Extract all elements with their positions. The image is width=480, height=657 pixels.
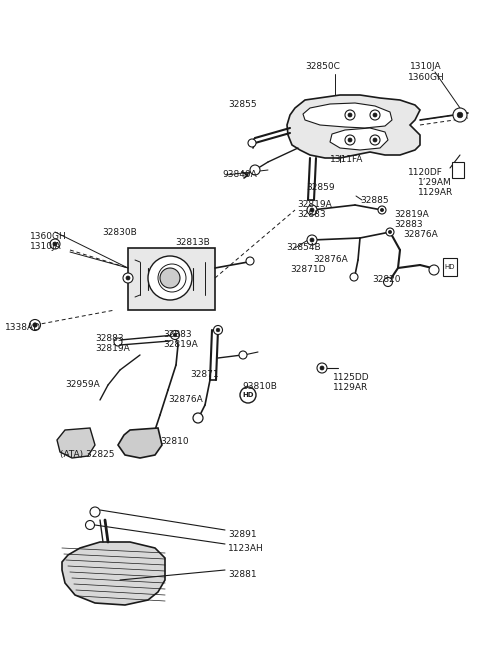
Text: 32891: 32891 [228,530,257,539]
Text: 32876A: 32876A [168,395,203,404]
Circle shape [214,325,223,334]
Circle shape [173,333,177,337]
Circle shape [160,268,180,288]
FancyBboxPatch shape [452,162,464,178]
Circle shape [158,264,186,292]
Circle shape [240,387,256,403]
Text: 32959A: 32959A [65,380,100,389]
Text: 32859: 32859 [306,183,335,192]
Polygon shape [57,428,95,458]
Circle shape [53,242,57,246]
Text: 1311FA: 1311FA [330,155,363,164]
Circle shape [429,265,439,275]
Text: 1338AD: 1338AD [5,323,41,332]
Polygon shape [287,95,420,158]
Text: 1310JA: 1310JA [30,242,61,251]
Text: 32871: 32871 [190,370,218,379]
Text: 1360GH: 1360GH [408,73,445,82]
Circle shape [123,273,133,283]
Circle shape [345,135,355,145]
Circle shape [453,108,467,122]
Circle shape [29,319,40,330]
Text: 32819A: 32819A [297,200,332,209]
Text: 1120DF: 1120DF [408,168,443,177]
Text: 93840A: 93840A [222,170,257,179]
Text: 93810B: 93810B [242,382,277,391]
Text: 32819A: 32819A [163,340,198,349]
Circle shape [457,112,463,118]
Text: 32810: 32810 [160,437,189,446]
Circle shape [348,113,352,117]
Text: 32813B: 32813B [175,238,210,247]
Circle shape [246,257,254,265]
Text: 1123AH: 1123AH [228,544,264,553]
Circle shape [216,328,220,332]
Text: HD: HD [242,392,254,398]
Circle shape [370,110,380,120]
Circle shape [239,351,247,359]
Circle shape [114,338,122,346]
Text: 32819A: 32819A [95,344,130,353]
Text: 32876A: 32876A [313,255,348,264]
Circle shape [50,239,60,249]
Text: 1310JA: 1310JA [410,62,442,71]
Circle shape [384,277,393,286]
Polygon shape [62,542,165,605]
Text: 1129AR: 1129AR [333,383,368,392]
Circle shape [170,330,180,340]
Circle shape [348,138,352,142]
Text: 32883: 32883 [163,330,192,339]
Text: 1360GH: 1360GH [30,232,67,241]
Circle shape [345,110,355,120]
Circle shape [307,235,317,245]
Circle shape [378,206,386,214]
FancyBboxPatch shape [443,258,457,276]
Text: 32850C: 32850C [305,62,340,71]
Circle shape [373,113,377,117]
Text: 32820: 32820 [372,275,400,284]
Text: 32876A: 32876A [403,230,438,239]
Circle shape [148,256,192,300]
Polygon shape [303,103,392,128]
Text: HD: HD [445,264,455,270]
Text: 32855: 32855 [228,100,257,109]
Text: 1125DD: 1125DD [333,373,370,382]
Circle shape [380,208,384,212]
Text: 1’29AM: 1’29AM [418,178,452,187]
Circle shape [310,208,314,212]
Polygon shape [118,428,162,458]
Circle shape [85,520,95,530]
Circle shape [386,228,394,236]
Text: 32883: 32883 [95,334,124,343]
Circle shape [193,413,203,423]
Text: 32854B: 32854B [286,243,321,252]
Polygon shape [128,248,215,310]
Circle shape [250,165,260,175]
Circle shape [248,139,256,147]
Text: (ATA) 32825: (ATA) 32825 [60,450,115,459]
Text: 32871D: 32871D [290,265,325,274]
Text: 32885: 32885 [360,196,389,205]
Circle shape [317,363,327,373]
Circle shape [90,507,100,517]
Text: 1129AR: 1129AR [418,188,453,197]
Text: 32883: 32883 [297,210,325,219]
Text: 32819A: 32819A [394,210,429,219]
Circle shape [33,323,37,327]
Text: 32830B: 32830B [102,228,137,237]
Circle shape [373,138,377,142]
Circle shape [320,366,324,370]
Circle shape [370,135,380,145]
Text: 32883: 32883 [394,220,422,229]
Circle shape [350,273,358,281]
Circle shape [126,276,130,280]
Circle shape [307,205,317,215]
Circle shape [310,238,314,242]
Circle shape [388,231,392,234]
Text: 32881: 32881 [228,570,257,579]
Polygon shape [330,128,388,150]
